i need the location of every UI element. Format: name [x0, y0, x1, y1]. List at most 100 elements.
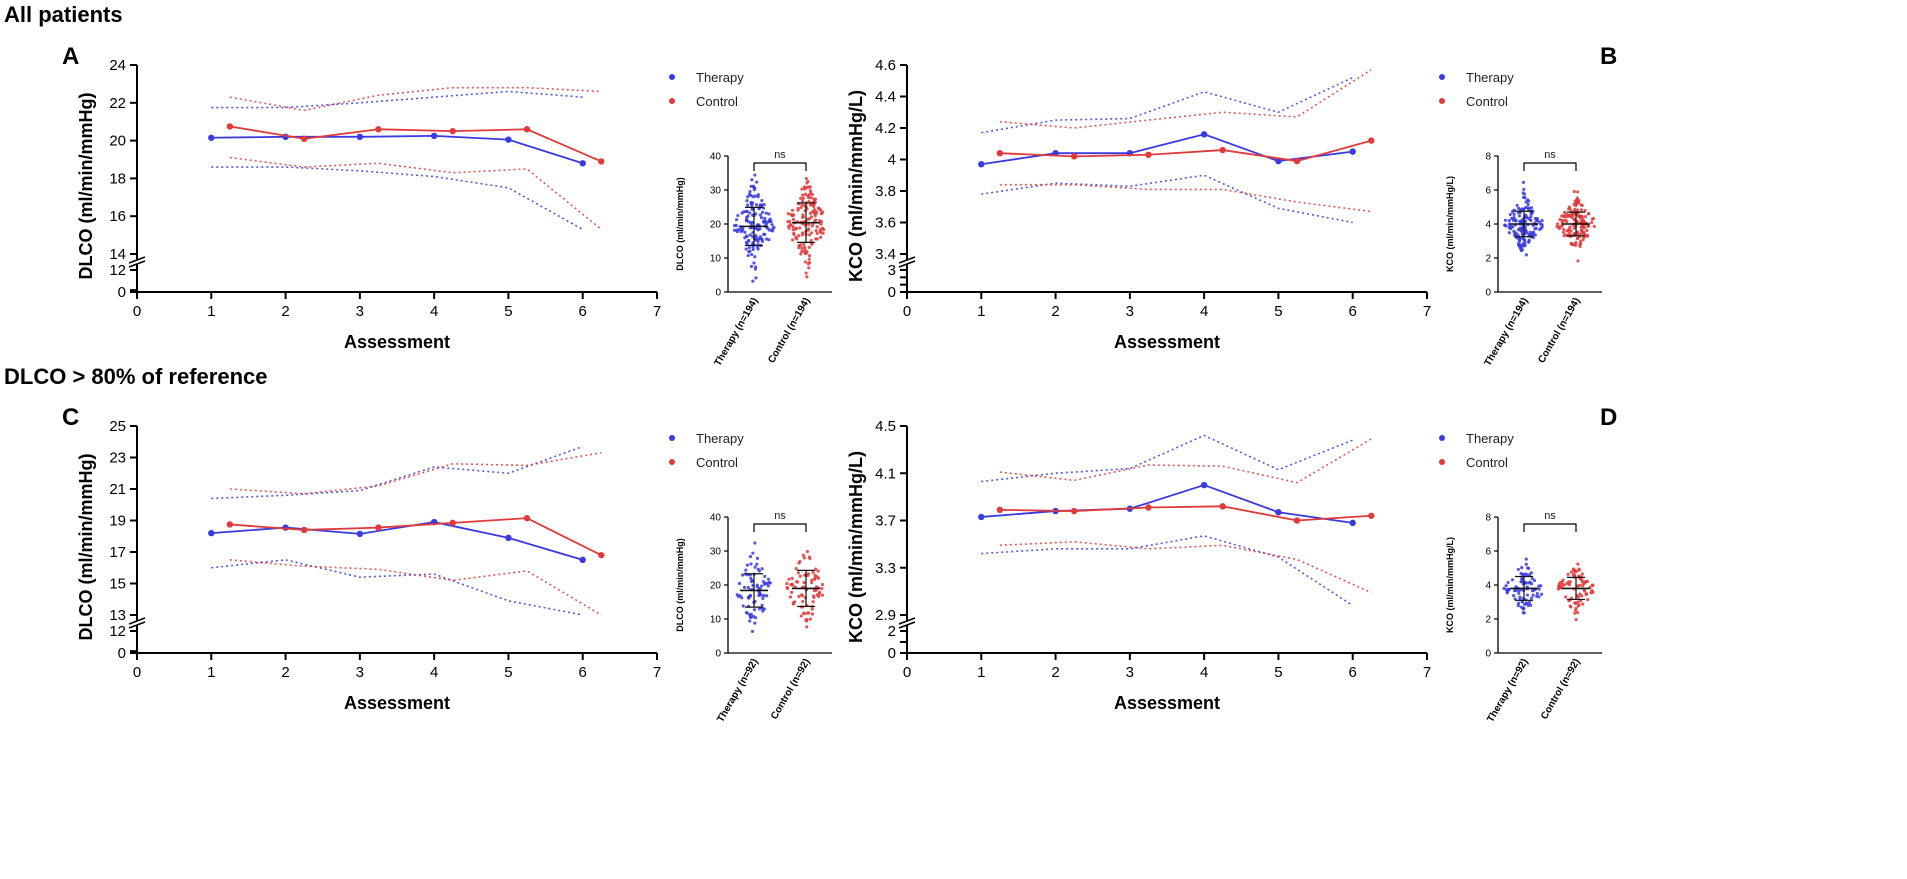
- therapy-scatter-point: [748, 613, 752, 617]
- therapy-scatter-point: [1533, 227, 1537, 231]
- control-scatter-point: [805, 549, 810, 554]
- therapy-mean-point: [1349, 519, 1356, 527]
- control-scatter-point: [1578, 244, 1582, 249]
- control-scatter-point: [807, 555, 812, 559]
- therapy-scatter-point: [748, 211, 752, 215]
- therapy-scatter-point: [1506, 580, 1510, 585]
- therapy-scatter-point: [760, 239, 765, 243]
- control-scatter-point: [815, 237, 819, 241]
- therapy-scatter-point: [1521, 607, 1525, 611]
- control-scatter-point: [802, 242, 806, 246]
- control-scatter-point: [1580, 225, 1585, 229]
- therapy-scatter-point: [762, 594, 766, 598]
- therapy-scatter-point: [744, 610, 749, 615]
- control-scatter-point: [801, 196, 805, 200]
- therapy-scatter-point: [1505, 591, 1509, 595]
- control-scatter-point: [1569, 570, 1574, 574]
- y-tick-label: 3.7: [875, 513, 896, 530]
- control-mean-point: [226, 123, 234, 130]
- therapy-scatter-point: [752, 608, 757, 612]
- control-scatter-point: [1592, 224, 1596, 228]
- legend-label-control: Control: [696, 455, 738, 470]
- therapy-scatter-point: [1523, 243, 1527, 248]
- control-scatter-point: [1562, 583, 1566, 587]
- control-scatter-point: [819, 235, 823, 239]
- therapy-scatter-point: [748, 555, 753, 559]
- control-scatter-point: [1591, 590, 1595, 594]
- control-scatter-point: [1558, 585, 1563, 590]
- control-mean-point: [1070, 153, 1078, 160]
- therapy-scatter-point: [758, 227, 762, 231]
- inset-y-tick-label: 2: [1485, 254, 1491, 265]
- inset-y-tick-label: 4: [1485, 220, 1491, 231]
- panel-letter: B: [1600, 43, 1617, 70]
- therapy-scatter-point: [757, 590, 761, 594]
- control-mean-point: [1219, 146, 1226, 154]
- control-upper-bound-line: [229, 86, 602, 112]
- control-scatter-point: [1568, 225, 1572, 229]
- x-tick-label: 4: [1200, 303, 1208, 320]
- control-scatter-point: [814, 229, 818, 233]
- therapy-scatter-point: [1520, 566, 1524, 570]
- therapy-scatter-point: [764, 211, 768, 215]
- therapy-scatter-point: [745, 199, 749, 203]
- axis-break-mark: [898, 256, 916, 264]
- axis-break-mark: [898, 260, 916, 268]
- control-scatter-point: [1576, 259, 1580, 263]
- control-mean-point: [996, 506, 1004, 514]
- y-tick-label: 15: [109, 576, 126, 593]
- therapy-scatter-point: [755, 583, 759, 587]
- therapy-lower-bound-line: [211, 559, 583, 616]
- control-scatter-point: [1572, 568, 1576, 572]
- therapy-scatter-point: [737, 581, 742, 586]
- control-mean-point: [1293, 517, 1301, 524]
- x-tick-label: 6: [579, 303, 587, 320]
- y-tick-label: 12: [109, 262, 126, 279]
- therapy-scatter-point: [751, 551, 755, 555]
- control-scatter-point: [1567, 207, 1571, 211]
- therapy-scatter-point: [1537, 595, 1541, 599]
- control-scatter-point: [803, 192, 808, 196]
- therapy-mean-point: [579, 160, 586, 167]
- therapy-scatter-point: [761, 580, 765, 584]
- control-scatter-point: [1582, 588, 1586, 592]
- therapy-scatter-point: [1520, 232, 1524, 236]
- therapy-scatter-point: [1512, 209, 1516, 213]
- control-scatter-point: [785, 586, 790, 591]
- control-scatter-point: [1562, 215, 1566, 219]
- therapy-scatter-point: [1537, 587, 1541, 591]
- control-scatter-point: [1591, 216, 1596, 221]
- control-scatter-point: [1579, 231, 1583, 236]
- control-mean-point: [375, 524, 382, 531]
- therapy-scatter-point: [749, 184, 753, 188]
- therapy-scatter-point: [1527, 600, 1532, 604]
- therapy-scatter-point: [755, 556, 760, 560]
- therapy-scatter-point: [755, 562, 759, 566]
- therapy-scatter-point: [1519, 580, 1523, 584]
- y-tick-label: 4: [888, 152, 896, 169]
- therapy-scatter-point: [749, 200, 753, 205]
- therapy-scatter-point: [760, 567, 764, 571]
- therapy-scatter-point: [766, 584, 770, 588]
- therapy-scatter-point: [1512, 216, 1516, 220]
- inset-y-tick-label: 10: [710, 615, 722, 626]
- control-scatter-point: [794, 566, 798, 571]
- legend-label-therapy: Therapy: [1466, 431, 1514, 446]
- therapy-scatter-point: [753, 173, 757, 177]
- therapy-scatter-point: [750, 178, 754, 182]
- therapy-scatter-point: [751, 279, 755, 283]
- therapy-scatter-point: [740, 596, 744, 600]
- control-scatter-point: [799, 205, 803, 209]
- section-title-all-patients: All patients: [4, 2, 123, 27]
- therapy-scatter-point: [1527, 581, 1531, 585]
- therapy-mean-line: [211, 134, 583, 165]
- control-scatter-point: [1576, 600, 1580, 604]
- control-scatter-point: [812, 595, 816, 600]
- control-scatter-point: [1576, 562, 1580, 566]
- therapy-mean-point: [356, 133, 364, 141]
- therapy-scatter-point: [744, 209, 748, 214]
- x-tick-label: 5: [1274, 303, 1282, 320]
- x-axis-title: Assessment: [1114, 693, 1220, 713]
- control-scatter-point: [820, 586, 824, 591]
- therapy-scatter-point: [1517, 214, 1522, 218]
